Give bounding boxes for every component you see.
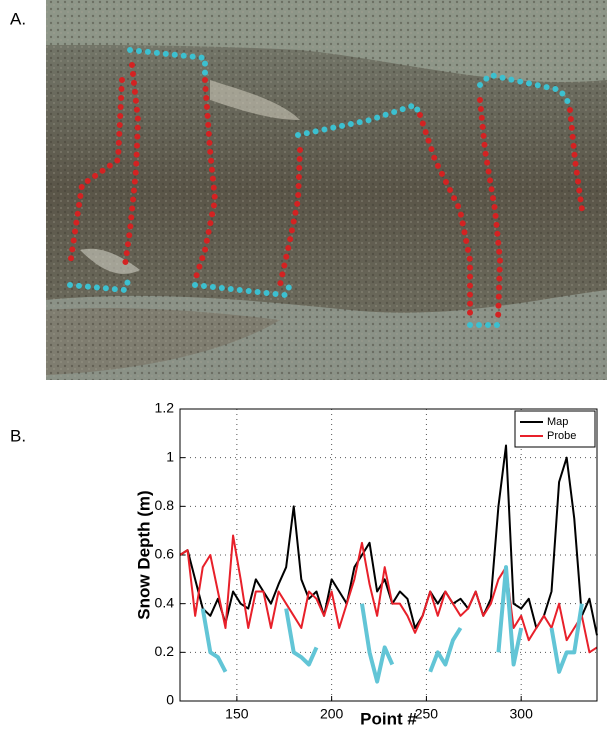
y-tick-label: 1 [166, 448, 174, 464]
x-tick-label: 200 [320, 706, 344, 722]
y-tick-label: 1.2 [155, 400, 175, 416]
legend-label: Probe [547, 430, 576, 442]
y-tick-label: 0.4 [155, 594, 175, 610]
x-tick-label: 300 [510, 706, 534, 722]
panel-label: A. [10, 9, 26, 28]
x-axis-label: Point # [360, 709, 417, 728]
y-tick-label: 0 [166, 692, 174, 708]
series-line [200, 565, 584, 684]
y-axis-label: Snow Depth (m) [134, 490, 153, 619]
y-tick-label: 0.2 [155, 643, 175, 659]
plot-frame [179, 408, 598, 702]
legend-label: Map [547, 416, 568, 428]
series-line [179, 444, 598, 636]
panel-label: B. [10, 426, 26, 445]
y-tick-label: 0.6 [155, 546, 175, 562]
y-tick-label: 0.8 [155, 497, 175, 513]
series-line [179, 534, 598, 654]
x-tick-label: 150 [225, 706, 249, 722]
x-tick-label: 250 [415, 706, 439, 722]
aerial-photo [46, 0, 607, 380]
legend-box [514, 410, 596, 448]
